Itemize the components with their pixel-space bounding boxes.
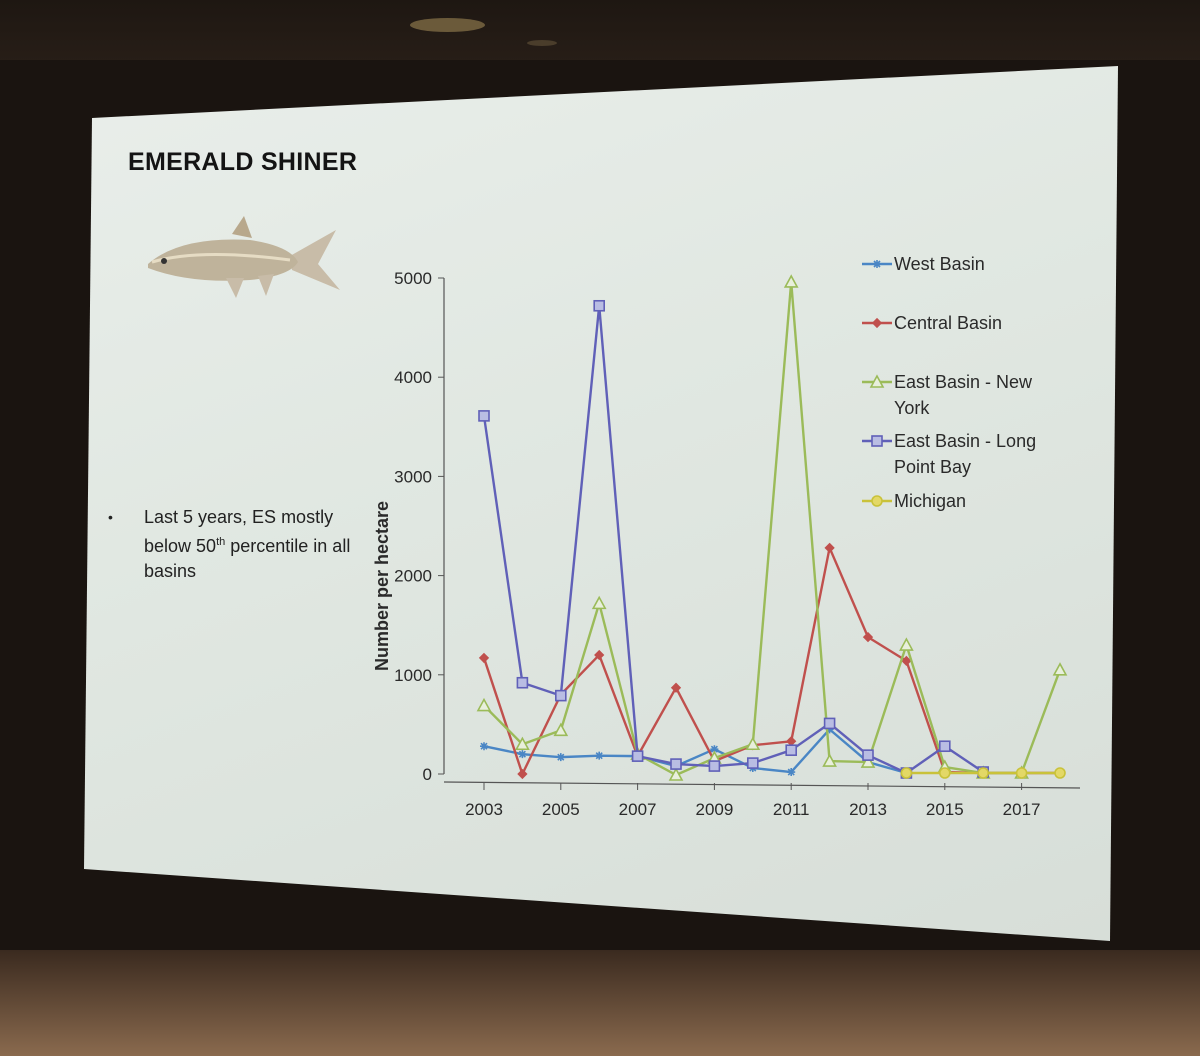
data-point-east-basin-long-point-bay [823, 717, 836, 730]
legend-label-east-basin-new-york: East Basin - New [894, 372, 1033, 392]
data-point-east-basin-long-point-bay [554, 689, 567, 702]
y-tick-label: 0 [423, 765, 432, 784]
data-point-east-basin-new-york [899, 637, 914, 651]
data-point-east-basin-long-point-bay [708, 760, 721, 772]
data-point-east-basin-long-point-bay [516, 676, 529, 689]
x-tick-label: 2009 [695, 800, 733, 819]
y-tick-label: 4000 [394, 368, 432, 387]
data-point-east-basin-long-point-bay [938, 740, 951, 753]
x-tick-label: 2013 [849, 800, 887, 819]
data-point-michigan [1015, 767, 1028, 779]
x-tick-label: 2007 [619, 800, 657, 819]
series-line-central-basin [482, 546, 1060, 776]
data-point-east-basin-long-point-bay [670, 758, 682, 770]
legend-label-east-basin-new-york: York [894, 398, 930, 418]
data-point-east-basin-long-point-bay [478, 410, 490, 422]
data-point-east-basin-new-york [515, 736, 530, 751]
legend-label-east-basin-long-point-bay: East Basin - Long [894, 431, 1036, 451]
data-point-michigan [938, 767, 951, 779]
data-point-east-basin-new-york [1052, 662, 1068, 676]
data-point-east-basin-new-york [822, 753, 837, 767]
y-tick-label: 5000 [394, 269, 432, 288]
data-point-michigan [900, 767, 913, 779]
legend-marker-east-basin-long-point-bay [871, 435, 883, 447]
room-wall [0, 950, 1200, 1056]
data-point-east-basin-new-york [783, 274, 799, 288]
bullet-text: Last 5 years, ES mostly below 50th perce… [144, 507, 351, 581]
data-point-east-basin-new-york [860, 754, 876, 768]
data-point-west-basin [825, 725, 834, 734]
legend-label-west-basin: West Basin [894, 254, 985, 274]
y-tick-label: 3000 [394, 467, 432, 486]
data-point-west-basin [787, 768, 796, 777]
data-point-east-basin-long-point-bay [631, 750, 644, 762]
y-tick-label: 2000 [394, 567, 432, 586]
data-point-central-basin [824, 542, 835, 553]
ceiling-light-small [527, 40, 557, 46]
data-point-east-basin-new-york [745, 736, 761, 751]
data-point-west-basin [480, 742, 488, 751]
legend-marker-east-basin-new-york [869, 374, 885, 388]
legend-marker-central-basin [871, 317, 883, 329]
x-tick-label: 2003 [465, 800, 503, 819]
legend-marker-west-basin [873, 260, 881, 268]
y-tick-label: 1000 [394, 666, 432, 685]
data-point-central-basin [478, 652, 490, 664]
data-point-michigan [1054, 767, 1066, 779]
data-point-central-basin [862, 631, 874, 643]
x-tick-label: 2005 [542, 800, 580, 819]
x-tick-label: 2011 [773, 800, 810, 819]
data-point-central-basin [670, 682, 682, 693]
slide-title: EMERALD SHINER [128, 148, 358, 176]
data-point-west-basin [518, 750, 527, 759]
legend-marker-michigan [871, 495, 883, 507]
data-point-east-basin-long-point-bay [746, 757, 759, 769]
y-axis-label: Number per hectare [372, 501, 392, 671]
x-tick-label: 2017 [1003, 800, 1041, 819]
series-line-east-basin-new-york [483, 280, 1062, 777]
series-line-east-basin-long-point-bay [482, 304, 984, 775]
data-point-central-basin [901, 655, 912, 667]
data-point-west-basin [710, 745, 719, 754]
data-point-east-basin-long-point-bay [862, 749, 874, 761]
x-axis-line [443, 781, 1081, 789]
ceiling-light [410, 18, 485, 32]
data-point-michigan [977, 767, 990, 779]
legend-label-central-basin: Central Basin [894, 313, 1002, 333]
data-point-west-basin [556, 753, 565, 762]
data-point-central-basin [594, 649, 605, 661]
data-point-east-basin-new-york [668, 767, 684, 781]
data-point-west-basin [595, 751, 604, 760]
data-point-east-basin-new-york [476, 697, 492, 712]
bullet-dot: • [108, 509, 113, 525]
legend-label-east-basin-long-point-bay: Point Bay [894, 457, 971, 477]
series-line-west-basin [483, 728, 907, 775]
data-point-central-basin [517, 768, 528, 780]
x-tick-label: 2015 [926, 800, 964, 819]
data-point-central-basin [786, 736, 797, 747]
slide [84, 66, 1118, 941]
data-point-east-basin-new-york [553, 722, 569, 737]
data-point-east-basin-long-point-bay [785, 744, 798, 756]
data-point-east-basin-new-york [591, 595, 607, 610]
data-point-east-basin-long-point-bay [593, 299, 606, 312]
legend-label-michigan: Michigan [894, 491, 966, 511]
fish-illustration [148, 216, 340, 298]
